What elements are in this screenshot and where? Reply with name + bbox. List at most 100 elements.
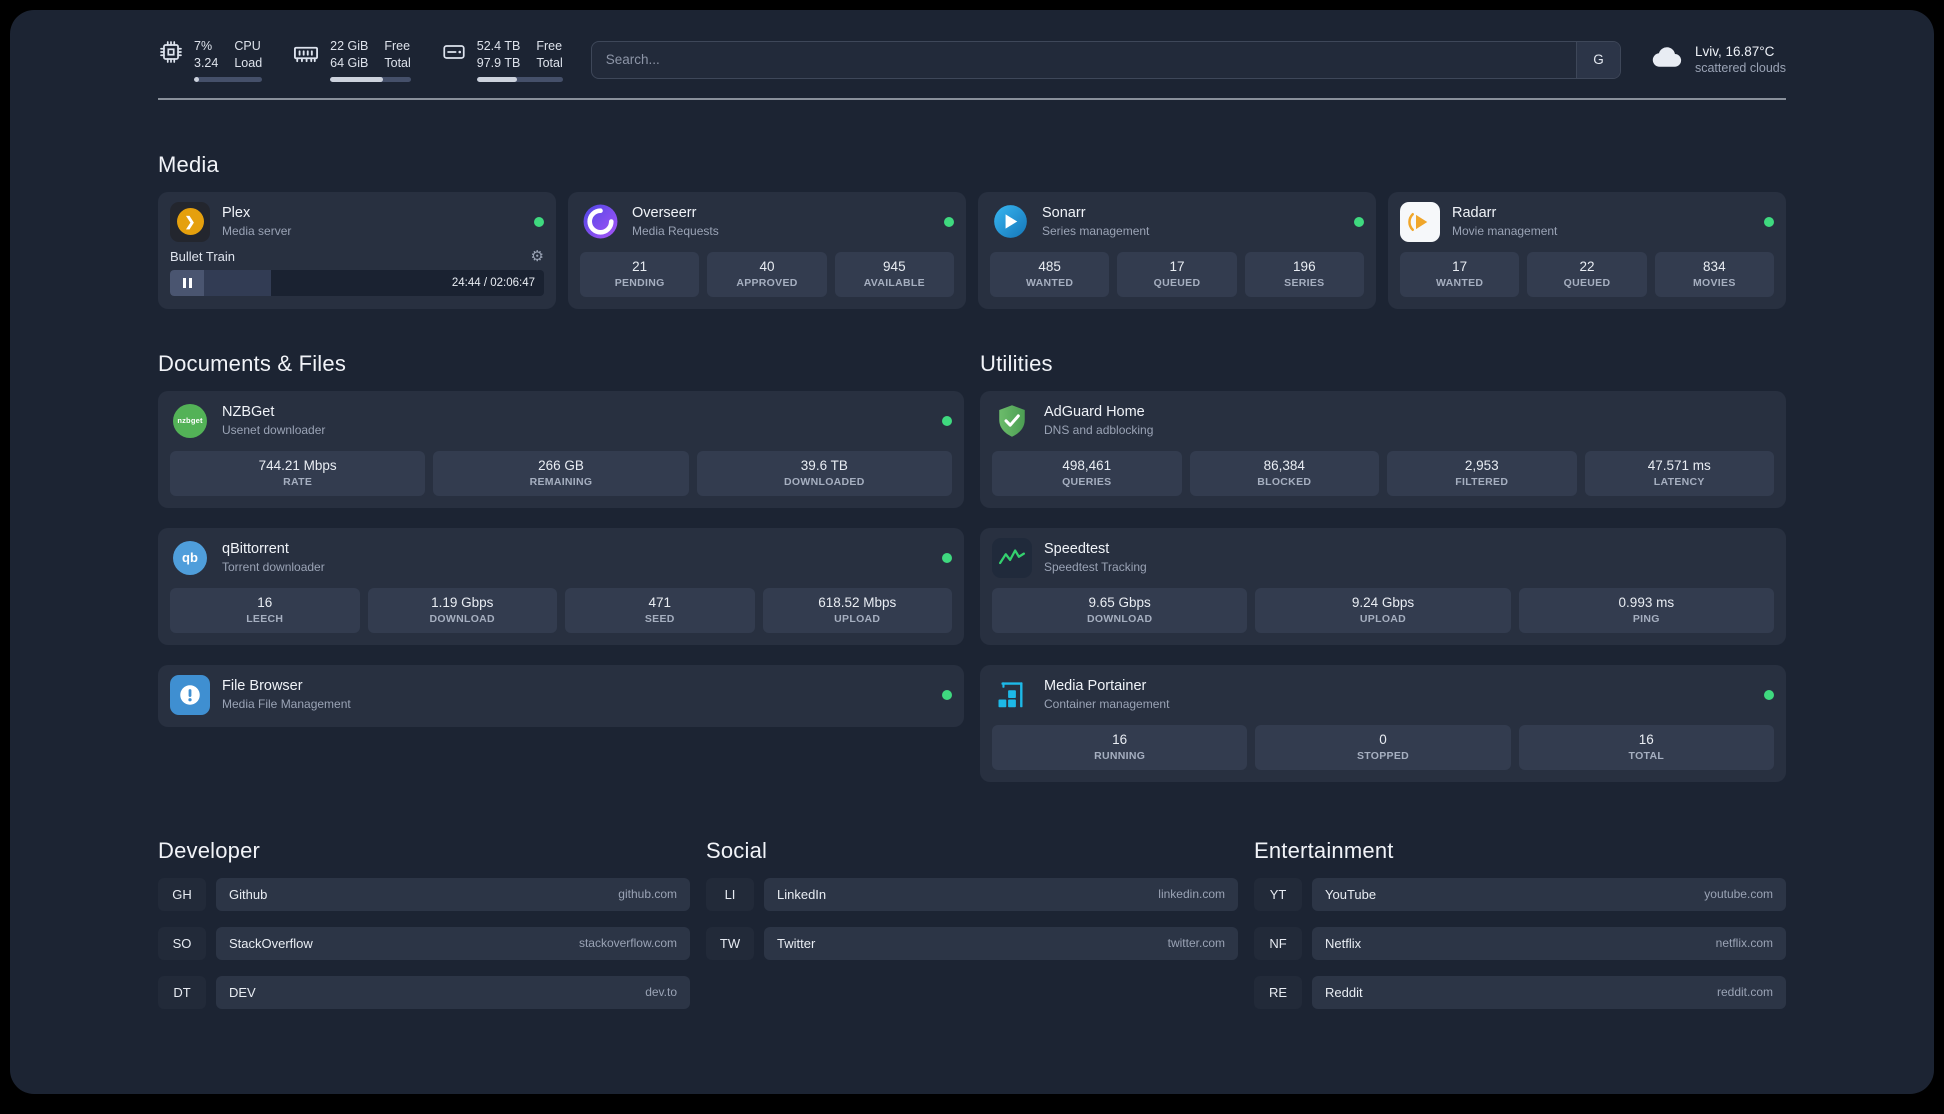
bookmark-link-netflix[interactable]: Netflix netflix.com (1312, 926, 1786, 960)
stat-label: APPROVED (736, 276, 798, 289)
stat-tile: 744.21 Mbps RATE (170, 450, 426, 496)
stat-label: AVAILABLE (863, 276, 925, 289)
stat-label: MOVIES (1692, 276, 1736, 289)
stat-value: 498,461 (1062, 457, 1112, 473)
bookmark-link-reddit[interactable]: Reddit reddit.com (1312, 975, 1786, 1009)
pause-button[interactable] (170, 269, 204, 296)
playback-progress-bar[interactable]: 24:44 / 02:06:47 (170, 269, 544, 296)
service-subtitle: Series management (1042, 224, 1150, 239)
stat-label: UPLOAD (1359, 612, 1407, 625)
service-name: Media Portainer (1044, 678, 1147, 695)
stat-value: 618.52 Mbps (818, 594, 897, 610)
bookmark-abbr: YT (1254, 877, 1302, 911)
plex-icon: ❯ (170, 201, 210, 242)
section-title-media: Media (158, 151, 219, 177)
service-name: Speedtest (1044, 541, 1110, 558)
stat-value: 471 (648, 594, 672, 610)
stat-value: 1.19 Gbps (431, 594, 494, 610)
stat-label: RATE (283, 475, 313, 488)
service-subtitle: Media File Management (222, 697, 351, 712)
service-card-radarr[interactable]: Radarr Movie management 17 WANTED 22 QUE… (1388, 191, 1786, 309)
bookmark-url: github.com (618, 887, 677, 902)
service-subtitle: Media server (222, 224, 292, 239)
stat-label: SERIES (1284, 276, 1325, 289)
bookmark-link-twitter[interactable]: Twitter twitter.com (764, 926, 1238, 960)
stat-tile: 16 TOTAL (1518, 724, 1774, 770)
disk-total-value: 97.9 TB (476, 55, 521, 70)
stat-tile: 1.19 Gbps DOWNLOAD (367, 587, 557, 633)
bookmark-link-dev[interactable]: DEV dev.to (216, 975, 690, 1009)
service-card-overseerr[interactable]: Overseerr Media Requests 21 PENDING 40 A… (568, 191, 966, 309)
service-card-plex[interactable]: ❯ Plex Media server Bullet Train ⚙ (158, 191, 556, 309)
service-card-portainer[interactable]: Media Portainer Container management 16 … (980, 664, 1786, 782)
disk-widget: 52.4 TB 97.9 TB Free Total (441, 38, 563, 82)
stat-label: QUEUED (1153, 276, 1201, 289)
stat-tile: 471 SEED (565, 587, 755, 633)
disk-total-label: Total (536, 55, 563, 70)
bookmark-url: reddit.com (1716, 985, 1773, 1000)
stat-tile: 485 WANTED (990, 251, 1110, 297)
bookmark-link-github[interactable]: Github github.com (216, 877, 690, 911)
stat-value: 16 (1638, 731, 1654, 747)
bookmark-abbr: NF (1254, 926, 1302, 960)
overseerr-icon (580, 202, 620, 242)
bookmark-group-developer: Developer GH Github github.com SO StackO… (158, 838, 690, 1009)
stat-value: 485 (1038, 258, 1061, 274)
service-card-sonarr[interactable]: Sonarr Series management 485 WANTED 17 Q… (978, 191, 1376, 309)
service-subtitle: DNS and adblocking (1044, 423, 1154, 438)
stat-value: 0 (1379, 731, 1387, 747)
status-dot (1764, 689, 1774, 700)
stat-label: BLOCKED (1257, 475, 1312, 488)
service-subtitle: Movie management (1452, 224, 1558, 239)
cloud-icon (1649, 39, 1685, 80)
stat-value: 834 (1703, 258, 1726, 274)
bookmark-row: YT YouTube youtube.com (1254, 877, 1786, 911)
service-card-nzbget[interactable]: nzbget NZBGet Usenet downloader 744.21 M… (158, 390, 964, 508)
search-bar: G (590, 40, 1621, 79)
memory-widget: 22 GiB 64 GiB Free Total (292, 38, 411, 82)
bookmark-link-stackoverflow[interactable]: StackOverflow stackoverflow.com (216, 926, 690, 960)
stat-label: RUNNING (1094, 749, 1146, 762)
stat-tile: 618.52 Mbps UPLOAD (762, 587, 952, 633)
stat-value: 17 (1169, 258, 1185, 274)
stat-value: 47.571 ms (1647, 457, 1711, 473)
disk-free-value: 52.4 TB (476, 39, 521, 53)
stat-value: 266 GB (538, 457, 584, 473)
bookmark-link-youtube[interactable]: YouTube youtube.com (1312, 877, 1786, 911)
bookmark-abbr: SO (158, 926, 206, 960)
service-subtitle: Usenet downloader (222, 423, 326, 438)
sonarr-icon (990, 202, 1030, 242)
topbar: 7% 3.24 CPU Load (158, 38, 1786, 82)
bookmark-name: Netflix (1325, 935, 1362, 951)
load-label: Load (234, 55, 263, 70)
gear-icon[interactable]: ⚙ (530, 247, 544, 265)
section-title-entertainment: Entertainment (1254, 837, 1394, 863)
service-card-adguard[interactable]: AdGuard Home DNS and adblocking 498,461 … (980, 390, 1786, 508)
stat-value: 2,953 (1464, 457, 1499, 473)
disk-usage-bar (476, 76, 563, 82)
stat-tile: 945 AVAILABLE (834, 251, 954, 297)
cpu-percent: 7% (194, 39, 213, 53)
stat-label: QUEUED (1563, 276, 1611, 289)
utilities-section: Utilities AdGuard Home DNS and adblockin… (980, 351, 1786, 782)
stat-label: STOPPED (1356, 749, 1410, 762)
stat-value: 40 (759, 258, 775, 274)
filebrowser-icon (170, 674, 210, 715)
search-input[interactable] (591, 41, 1576, 78)
status-dot (1354, 216, 1364, 227)
ram-usage-bar (330, 76, 411, 82)
service-name: Overseerr (632, 205, 697, 222)
stat-label: REMAINING (529, 475, 593, 488)
stat-label: LATENCY (1653, 475, 1705, 488)
stat-label: WANTED (1026, 276, 1074, 289)
bookmark-link-linkedin[interactable]: LinkedIn linkedin.com (764, 877, 1238, 911)
search-provider-button[interactable]: G (1575, 41, 1620, 78)
bookmark-row: SO StackOverflow stackoverflow.com (158, 926, 690, 960)
service-card-qbittorrent[interactable]: qb qBittorrent Torrent downloader 16 (158, 527, 964, 645)
stat-value: 744.21 Mbps (258, 457, 337, 473)
stat-label: DOWNLOADED (784, 475, 865, 488)
stat-value: 9.24 Gbps (1351, 594, 1415, 610)
media-section: Media ❯ Plex Media server (158, 152, 1786, 309)
service-card-filebrowser[interactable]: File Browser Media File Management (158, 664, 964, 727)
service-card-speedtest[interactable]: Speedtest Speedtest Tracking 9.65 Gbps D… (980, 527, 1786, 645)
